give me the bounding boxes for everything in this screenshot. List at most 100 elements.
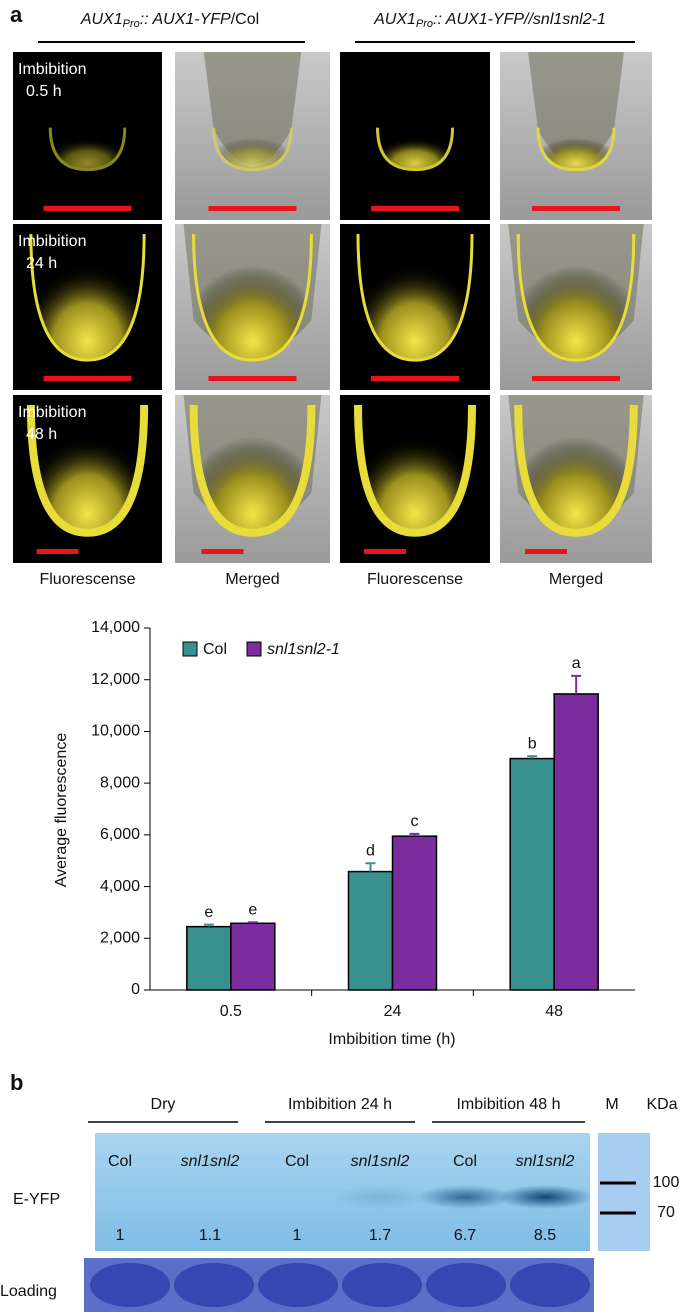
header-part: AUX1-YFP xyxy=(151,11,231,28)
marker-label: 70 xyxy=(657,1204,675,1221)
header-part: AUX1-YFP//snl1snl2-1 xyxy=(445,11,606,28)
protein-band xyxy=(417,1185,513,1209)
scale-bar xyxy=(371,206,459,211)
group-label: Imbibition 24 h xyxy=(288,1096,392,1113)
root-signal xyxy=(26,404,149,537)
root-signal xyxy=(48,127,127,172)
row-label: 48 h xyxy=(26,426,57,443)
y-axis-label: Average fluorescence xyxy=(53,733,70,888)
significance-letter: d xyxy=(366,843,375,860)
header-part: :: xyxy=(140,11,153,28)
bar xyxy=(230,922,276,991)
y-tick-label: 2,000 xyxy=(100,930,140,947)
quantity: 1.1 xyxy=(199,1227,221,1244)
loading-band xyxy=(258,1263,338,1307)
lane-label: snl1snl2 xyxy=(516,1153,575,1170)
scale-bar xyxy=(364,549,406,554)
legend-label: snl1snl2-1 xyxy=(267,641,340,658)
scale-bar xyxy=(43,206,132,211)
y-tick-label: 0 xyxy=(131,981,140,998)
protein-band xyxy=(332,1185,428,1209)
header-part: Pro xyxy=(416,18,433,30)
root-signal xyxy=(29,233,146,362)
significance-letter: a xyxy=(572,655,581,672)
scale-bar xyxy=(201,549,244,554)
group-label: Dry xyxy=(151,1096,176,1113)
quantity: 8.5 xyxy=(534,1227,556,1244)
scale-bar xyxy=(208,376,297,381)
marker-label: 100 xyxy=(653,1174,680,1191)
y-tick-label: 6,000 xyxy=(100,826,140,843)
x-tick-label: 48 xyxy=(545,1003,563,1020)
quantity: 1 xyxy=(293,1227,302,1244)
row-label: Loading xyxy=(0,1283,57,1300)
quantity: 6.7 xyxy=(454,1227,476,1244)
row-label: Imbibition xyxy=(18,233,86,250)
row-label: Imbibition xyxy=(18,61,86,78)
lane-label: Col xyxy=(453,1153,477,1170)
root-signal xyxy=(356,233,474,362)
scale-bar xyxy=(532,376,620,381)
scale-bar xyxy=(43,376,132,381)
loading-band xyxy=(342,1263,422,1307)
error-bar xyxy=(409,832,420,837)
row-label: Imbibition xyxy=(18,404,86,421)
lane-label: snl1snl2 xyxy=(351,1153,410,1170)
root-signal xyxy=(536,127,616,172)
lane-label: snl1snl2 xyxy=(181,1153,240,1170)
legend-label: Col xyxy=(203,641,227,658)
column-label: Merged xyxy=(549,571,603,588)
scale-bar xyxy=(371,376,459,381)
column-label: Merged xyxy=(225,571,279,588)
x-tick-label: 24 xyxy=(384,1003,402,1020)
row-label: 0.5 h xyxy=(26,83,62,100)
loading-band xyxy=(90,1263,170,1307)
loading-band xyxy=(510,1263,590,1307)
y-tick-label: 14,000 xyxy=(91,619,140,636)
bar xyxy=(391,835,438,991)
bar xyxy=(553,693,599,991)
y-tick-label: 8,000 xyxy=(100,774,140,791)
root-signal xyxy=(189,404,316,537)
marker-strip xyxy=(598,1133,650,1251)
header-part: /Col xyxy=(231,11,259,28)
header-part: :: xyxy=(433,11,446,28)
row-label: 24 h xyxy=(26,255,57,272)
significance-letter: e xyxy=(248,901,257,918)
header-right: AUX1Pro:: AUX1-YFP//snl1snl2-1 xyxy=(373,11,606,30)
x-axis-label: Imbibition time (h) xyxy=(328,1031,455,1048)
y-tick-label: 10,000 xyxy=(91,723,140,740)
marker-header: M xyxy=(605,1096,618,1113)
scale-bar xyxy=(208,206,297,211)
significance-letter: e xyxy=(204,904,213,921)
error-bar xyxy=(571,674,582,694)
significance-letter: b xyxy=(528,735,537,752)
scale-bar xyxy=(532,206,620,211)
root-signal xyxy=(354,404,476,537)
quantity: 1 xyxy=(116,1227,125,1244)
loading-band xyxy=(426,1263,506,1307)
group-label: Imbibition 48 h xyxy=(456,1096,560,1113)
y-tick-label: 4,000 xyxy=(100,878,140,895)
scale-bar xyxy=(36,549,79,554)
y-tick-label: 12,000 xyxy=(91,671,140,688)
header-part: AUX1 xyxy=(373,11,416,28)
error-bar xyxy=(247,921,258,924)
header-part: AUX1 xyxy=(80,11,123,28)
loading-band xyxy=(174,1263,254,1307)
significance-letter: c xyxy=(411,813,419,830)
x-tick-label: 0.5 xyxy=(220,1003,242,1020)
bar xyxy=(347,870,394,991)
root-signal xyxy=(514,404,638,537)
error-bar xyxy=(203,923,214,927)
root-signal xyxy=(212,127,293,172)
legend-swatch xyxy=(246,641,262,657)
bar xyxy=(186,925,232,991)
root-signal xyxy=(376,127,454,172)
quantity: 1.7 xyxy=(369,1227,391,1244)
header-left: AUX1Pro:: AUX1-YFP/Col xyxy=(80,11,259,30)
header-part: Pro xyxy=(123,18,140,30)
bar xyxy=(509,757,555,991)
column-label: Fluorescense xyxy=(39,571,135,588)
lane-label: Col xyxy=(285,1153,309,1170)
